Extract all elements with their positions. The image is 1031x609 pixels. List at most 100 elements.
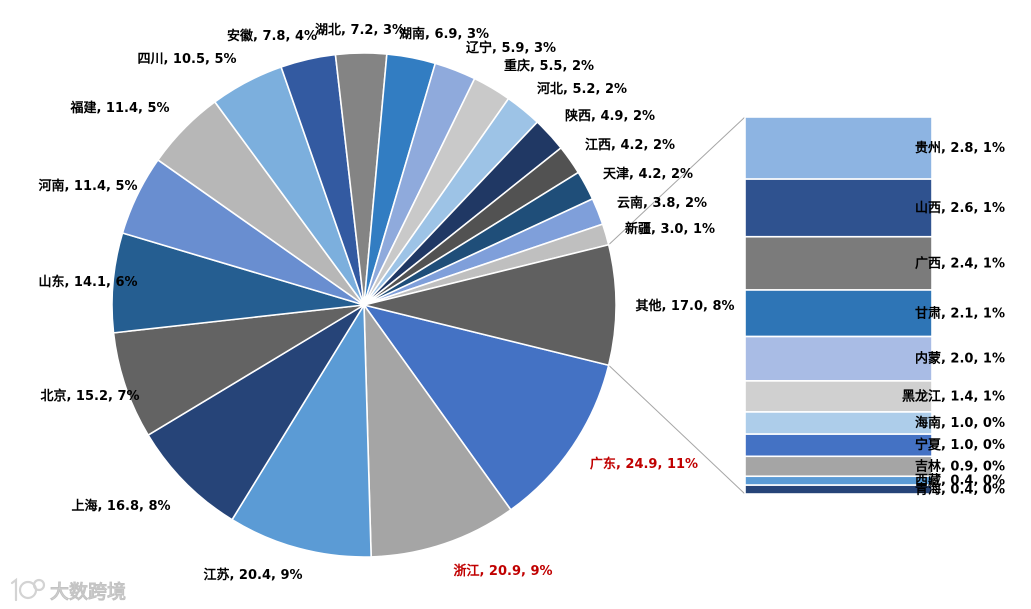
- label-value: 7.8: [262, 29, 285, 44]
- label-category: 重庆: [504, 58, 530, 74]
- label-category: 贵州: [915, 140, 941, 156]
- pie-slice-label-13: 辽宁, 5.9, 3%: [466, 40, 556, 56]
- pie-slice-label-16: 陕西, 4.9, 2%: [565, 108, 655, 124]
- bar-segment-2: [744, 178, 933, 238]
- watermark-logo: 大数跨境: [10, 577, 126, 603]
- pie-slice-label-2: 浙江, 20.9, 9%: [453, 563, 552, 579]
- label-value: 17.0: [671, 299, 703, 314]
- label-category: 广西: [915, 255, 941, 271]
- label-category: 吉林: [915, 458, 941, 474]
- bar-segment-6: [744, 380, 933, 413]
- label-category: 其他: [635, 298, 661, 314]
- connector-line-top: [608, 116, 746, 246]
- label-value: 20.9: [489, 564, 521, 579]
- bar-segment-7: [744, 411, 933, 435]
- pie-slice-5: [112, 304, 365, 436]
- breakout-connector-lines: [608, 116, 746, 495]
- label-category: 浙江: [453, 563, 479, 579]
- label-category: 广东: [590, 456, 616, 472]
- label-percent: 1%: [983, 256, 1005, 271]
- pie-slice-21: [363, 243, 617, 367]
- pie-slice-label-7: 河南, 11.4, 5%: [38, 178, 137, 194]
- bar-segment-10: [744, 475, 933, 486]
- label-percent: 2%: [605, 82, 627, 97]
- pie-data-labels: 广东, 24.9, 11% 浙江, 20.9, 9% 江苏, 20.4, 9% 上海,…: [38, 23, 734, 583]
- label-percent: 5%: [115, 179, 137, 194]
- label-category: 湖南: [399, 26, 425, 42]
- pie-slice-label-8: 福建, 11.4, 5%: [69, 100, 169, 116]
- label-value: 5.5: [539, 59, 562, 74]
- label-value: 11.4: [106, 101, 138, 116]
- pie-slice-2: [363, 304, 512, 558]
- label-percent: 2%: [572, 59, 594, 74]
- label-percent: 5%: [214, 52, 236, 67]
- label-percent: 6%: [115, 275, 137, 290]
- bar-segment-label-1: 贵州, 2.8, 1%: [915, 140, 1005, 156]
- label-category: 河南: [38, 178, 64, 194]
- connector-line-bottom: [608, 364, 746, 495]
- label-value: 15.2: [76, 389, 108, 404]
- label-percent: 9%: [530, 564, 552, 579]
- label-percent: 0%: [983, 438, 1005, 453]
- label-value: 11.4: [74, 179, 106, 194]
- label-percent: 2%: [671, 167, 693, 182]
- bar-segment-label-4: 甘肃, 2.1, 1%: [915, 305, 1005, 321]
- label-percent: 9%: [280, 568, 302, 583]
- watermark-logo-icon: [10, 577, 46, 602]
- label-percent: 4%: [295, 29, 317, 44]
- bar-segment-label-2: 山西, 2.6, 1%: [915, 199, 1005, 215]
- bar-segment-label-10: 西藏, 0.4, 0%: [915, 472, 1005, 488]
- label-value: 0.9: [950, 459, 973, 474]
- pie-slice-3: [231, 304, 372, 558]
- pie-slice-label-9: 四川, 10.5, 5%: [137, 52, 236, 67]
- label-percent: 8%: [148, 499, 170, 514]
- label-category: 江苏: [203, 567, 229, 583]
- label-percent: 1%: [983, 306, 1005, 321]
- label-value: 2.1: [950, 306, 973, 321]
- label-category: 内蒙: [915, 350, 941, 366]
- bar-segment-3: [744, 235, 933, 291]
- label-category: 安徽: [227, 28, 254, 44]
- label-percent: 2%: [685, 196, 707, 211]
- label-percent: 7%: [117, 389, 139, 404]
- bar-segment-4: [744, 289, 933, 338]
- label-category: 海南: [915, 415, 941, 431]
- bar-segment-11: [744, 484, 933, 495]
- label-value: 3.8: [652, 196, 675, 211]
- label-value: 2.0: [950, 351, 973, 366]
- pie-slice-label-20: 新疆, 3.0, 1%: [625, 221, 715, 237]
- pie-slice-label-18: 天津, 4.2, 2%: [603, 166, 693, 182]
- pie-slice-4: [147, 304, 365, 521]
- pie-slice-label-21: 其他, 17.0, 8%: [635, 298, 734, 314]
- label-percent: 11%: [667, 457, 698, 472]
- label-value: 20.4: [239, 568, 271, 583]
- label-percent: 3%: [383, 23, 405, 38]
- label-value: 14.1: [74, 275, 106, 290]
- label-percent: 2%: [633, 109, 655, 124]
- watermark-text: 大数跨境: [50, 580, 126, 603]
- label-category: 四川: [137, 52, 163, 67]
- label-value: 0.4: [950, 482, 973, 497]
- label-category: 宁夏: [915, 437, 942, 453]
- label-category: 西藏: [915, 472, 941, 488]
- label-value: 2.8: [950, 141, 973, 156]
- label-value: 10.5: [173, 52, 205, 67]
- label-value: 1.0: [950, 416, 973, 431]
- label-category: 山东: [38, 274, 64, 290]
- label-percent: 5%: [147, 101, 169, 116]
- label-category: 上海: [71, 498, 97, 514]
- pie-slice-label-4: 上海, 16.8, 8%: [71, 498, 170, 514]
- label-percent: 1%: [983, 351, 1005, 366]
- pie-slice-label-10: 安徽, 7.8, 4%: [227, 28, 317, 44]
- label-category: 福建: [69, 100, 96, 116]
- label-value: 1.0: [950, 438, 973, 453]
- pie-slice-label-17: 江西, 4.2, 2%: [585, 137, 675, 153]
- label-percent: 1%: [693, 222, 715, 237]
- bar-segment-label-9: 吉林, 0.9, 0%: [915, 458, 1005, 474]
- label-category: 黑龙江: [902, 388, 941, 404]
- label-percent: 3%: [467, 27, 489, 42]
- label-percent: 1%: [983, 141, 1005, 156]
- label-value: 4.2: [620, 138, 643, 153]
- breakout-bar: [744, 116, 933, 495]
